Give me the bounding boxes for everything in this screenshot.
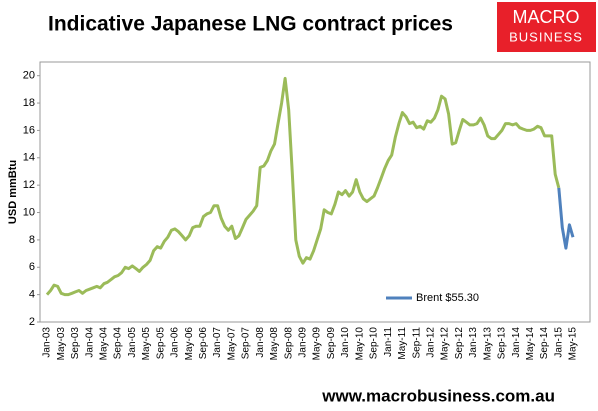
- x-tick-label: Sep-04: [113, 327, 124, 360]
- x-tick-label: May-13: [482, 327, 493, 361]
- x-tick-label: Sep-14: [539, 327, 550, 360]
- x-tick-label: May-08: [269, 327, 280, 361]
- logo-text: BUSINESS: [509, 29, 583, 44]
- chart-title: Indicative Japanese LNG contract prices: [48, 13, 453, 36]
- x-tick-label: Jan-04: [84, 327, 95, 358]
- x-tick-label: May-09: [312, 327, 323, 361]
- y-axis-label: USD mmBtu: [7, 160, 19, 224]
- x-tick-label: Jan-03: [42, 327, 53, 358]
- x-tick-label: Jan-07: [212, 327, 223, 358]
- logo-text: MACRO: [513, 7, 580, 27]
- logo-box: [497, 2, 596, 52]
- y-tick-label: 16: [23, 124, 35, 136]
- x-tick-label: Jan-13: [468, 327, 479, 358]
- x-tick-label: Sep-09: [326, 327, 337, 360]
- x-tick-label: Sep-12: [454, 327, 465, 360]
- x-tick-label: May-11: [397, 327, 408, 360]
- x-tick-label: May-12: [440, 327, 451, 361]
- line-series: [45, 76, 561, 297]
- x-tick-label: May-06: [184, 327, 195, 361]
- y-tick-label: 2: [29, 316, 35, 328]
- x-tick-label: May-03: [56, 327, 67, 361]
- y-tick-label: 12: [23, 179, 35, 191]
- x-tick-label: Jan-11: [383, 327, 394, 357]
- x-tick-label: Jan-05: [127, 327, 138, 358]
- x-tick-label: Jan-12: [425, 327, 436, 358]
- x-tick-label: Sep-11: [411, 327, 422, 359]
- x-tick-label: May-10: [354, 327, 365, 361]
- x-tick-label: Sep-03: [70, 327, 81, 360]
- x-tick-label: May-14: [525, 327, 536, 361]
- x-tick-label: Sep-05: [155, 327, 166, 360]
- x-tick-label: Jan-15: [553, 327, 564, 358]
- x-tick-label: Jan-10: [340, 327, 351, 358]
- x-tick-label: Sep-13: [497, 327, 508, 360]
- legend-label: Brent $55.30: [416, 292, 479, 304]
- x-tick-label: Jan-14: [511, 327, 522, 358]
- x-tick-label: Jan-06: [170, 327, 181, 358]
- x-tick-label: Jan-08: [255, 327, 266, 358]
- x-tick-label: Sep-08: [283, 327, 294, 360]
- plot-frame: [39, 61, 591, 323]
- y-tick-label: 18: [23, 97, 35, 109]
- footer: www.macrobusiness.com.au: [321, 386, 555, 405]
- y-tick-label: 10: [23, 206, 35, 218]
- x-tick-label: May-04: [99, 327, 110, 361]
- x-tick-label: Sep-07: [241, 327, 252, 360]
- line-series: [557, 187, 575, 250]
- x-tick-label: Jan-09: [298, 327, 309, 358]
- x-tick-label: May-15: [568, 327, 579, 361]
- y-tick-label: 8: [29, 234, 35, 246]
- y-tick-label: 20: [23, 70, 35, 82]
- x-tick-label: May-07: [226, 327, 237, 361]
- y-tick-label: 4: [29, 289, 35, 301]
- x-tick-label: Sep-06: [198, 327, 209, 360]
- y-tick-label: 6: [29, 261, 35, 273]
- y-tick-label: 14: [23, 152, 35, 164]
- x-tick-label: May-05: [141, 327, 152, 361]
- x-tick-label: Sep-10: [369, 327, 380, 360]
